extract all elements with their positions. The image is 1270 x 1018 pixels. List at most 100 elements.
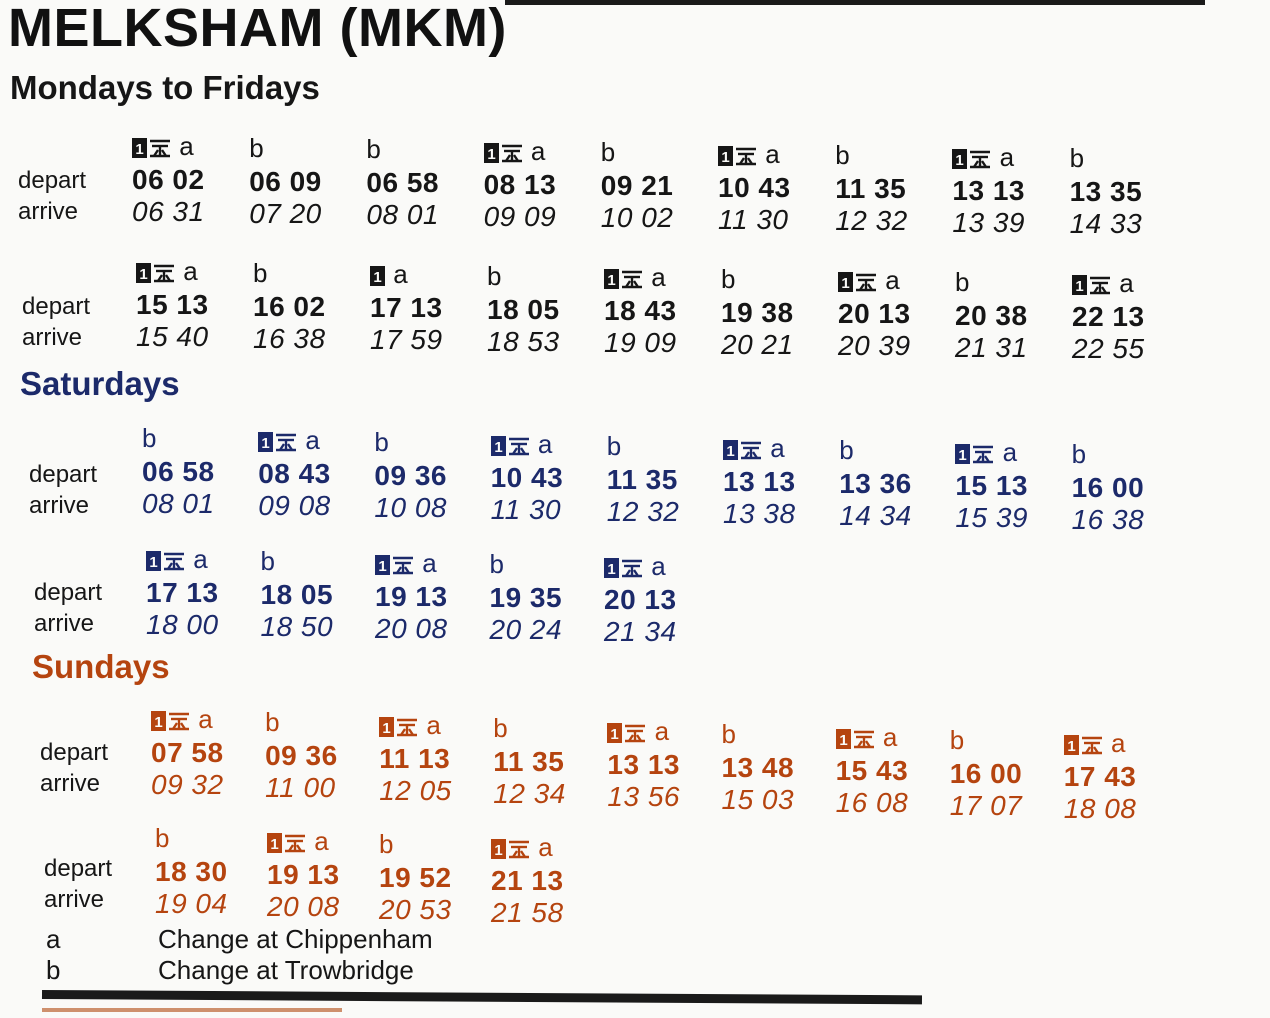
note-letter: b — [606, 431, 622, 461]
train-notes: b — [601, 136, 719, 170]
train-notes: 1 a — [718, 138, 836, 172]
note-letter: a — [426, 710, 441, 740]
note-letter: a — [882, 722, 898, 752]
train-column: b 11 35 12 32 — [835, 139, 953, 237]
depart-time: 13 36 — [839, 468, 912, 499]
train-column: 1 a 06 02 06 31 — [132, 130, 250, 228]
train-column: b 13 35 14 33 — [1070, 142, 1188, 240]
depart-time: 19 35 — [489, 582, 563, 614]
note-letter: a — [422, 547, 437, 578]
svg-text:1: 1 — [378, 558, 386, 575]
arrive-time: 21 34 — [604, 616, 677, 648]
depart-time: 10 43 — [718, 171, 791, 203]
note-letter: b — [955, 266, 970, 297]
train-notes: b — [379, 828, 497, 862]
note-letter: b — [721, 263, 736, 294]
first-class-catering-icon: 1 — [604, 268, 644, 290]
train-column: 1 a 08 43 09 08 — [258, 424, 376, 522]
arrive-time: 18 53 — [487, 325, 560, 357]
arrive-time: 16 38 — [1071, 504, 1145, 535]
train-column: 1 a 15 43 16 08 — [835, 721, 954, 819]
depart-time: 17 13 — [146, 577, 219, 608]
first-class-catering-icon: 1 — [267, 832, 307, 854]
arrive-time: 18 50 — [260, 610, 334, 642]
train-notes: b — [487, 260, 605, 294]
first-class-catering-icon: 1 — [483, 142, 524, 164]
svg-text:1: 1 — [721, 149, 729, 166]
note-letter: a — [179, 131, 194, 161]
train-column: 1 a 15 13 15 39 — [955, 436, 1073, 534]
note-letter: b — [253, 257, 268, 288]
section-heading-weekday: Mondays to Fridays — [10, 69, 320, 106]
train-notes: 1 a — [838, 264, 956, 298]
train-notes: b — [722, 718, 840, 752]
arrive-time: 20 08 — [375, 612, 448, 644]
legend-key: b — [46, 955, 61, 985]
svg-text:1: 1 — [262, 435, 270, 452]
train-notes: b — [490, 548, 608, 582]
depart-time: 16 00 — [1071, 472, 1145, 503]
arrive-time: 15 40 — [136, 321, 209, 352]
arrive-time: 17 59 — [370, 324, 443, 355]
arrive-time: 19 09 — [604, 327, 677, 358]
train-column: b 18 05 18 53 — [487, 260, 605, 358]
arrive-time: 14 34 — [839, 500, 912, 531]
depart-time: 20 38 — [955, 299, 1028, 331]
note-letter: a — [999, 141, 1015, 172]
train-column: 1 a 21 13 21 58 — [491, 831, 609, 929]
train-column: b 18 05 18 50 — [261, 545, 379, 643]
depart-time: 15 43 — [835, 755, 909, 786]
note-letter: b — [155, 823, 170, 853]
train-column: b 16 00 16 38 — [1072, 438, 1190, 536]
svg-text:1: 1 — [494, 439, 502, 456]
arrive-time: 13 38 — [723, 498, 796, 529]
train-column: b 09 36 10 08 — [374, 426, 492, 524]
legend-key: a — [46, 924, 61, 954]
arrive-time: 07 20 — [249, 197, 322, 229]
note-letter: b — [493, 713, 508, 743]
depart-time: 06 09 — [249, 165, 322, 197]
first-class-catering-icon: 1 — [132, 137, 172, 159]
train-column: 1 a 20 13 21 34 — [604, 550, 722, 648]
depart-time: 11 35 — [606, 464, 678, 495]
arrive-time: 12 32 — [835, 205, 908, 236]
arrive-time: 19 04 — [155, 888, 228, 919]
train-notes: 1 a — [604, 261, 722, 295]
arrive-time: 08 01 — [142, 488, 215, 519]
svg-text:1: 1 — [154, 714, 162, 731]
train-column: 1 a 07 58 09 32 — [151, 703, 269, 801]
note-letter: a — [765, 138, 780, 169]
arrive-time: 15 03 — [721, 784, 795, 815]
legend-text: Change at Chippenham — [158, 924, 433, 954]
train-column: 1 a 15 13 15 40 — [136, 255, 254, 353]
arrive-time: 20 08 — [267, 891, 340, 922]
train-column: 1 a 17 13 18 00 — [146, 543, 264, 641]
arrive-time: 13 56 — [607, 781, 680, 812]
note-letter: b — [1069, 143, 1085, 173]
legend-row-a: a Change at Chippenham — [46, 924, 433, 955]
first-class-catering-icon: 1 — [146, 550, 186, 572]
depart-time: 06 58 — [142, 456, 215, 487]
train-column: 1 a 13 13 13 56 — [607, 715, 725, 813]
note-letter: a — [1119, 268, 1134, 298]
train-notes: 1 a — [491, 831, 609, 865]
train-notes: 1 a — [1063, 727, 1182, 761]
train-column: b 16 00 17 07 — [950, 724, 1068, 822]
legend-text: Change at Trowbridge — [158, 955, 414, 985]
depart-time: 19 13 — [375, 580, 448, 612]
svg-text:1: 1 — [959, 447, 967, 464]
train-notes: 1 a — [955, 436, 1073, 470]
svg-text:1: 1 — [607, 272, 615, 289]
note-letter: b — [489, 549, 504, 580]
arrive-time: 09 09 — [483, 200, 557, 232]
depart-time: 11 13 — [379, 743, 451, 774]
train-column: 1 a 10 43 11 30 — [490, 428, 609, 526]
note-letter: b — [721, 719, 736, 749]
depart-time: 20 13 — [604, 584, 677, 616]
depart-label: depart — [34, 579, 103, 606]
depart-time: 18 30 — [155, 856, 228, 887]
arrive-label: arrive — [22, 324, 83, 351]
row-labels: depart arrive — [18, 166, 86, 228]
first-class-catering-icon: 1 — [1072, 274, 1112, 296]
train-notes: 1 a — [607, 715, 725, 749]
